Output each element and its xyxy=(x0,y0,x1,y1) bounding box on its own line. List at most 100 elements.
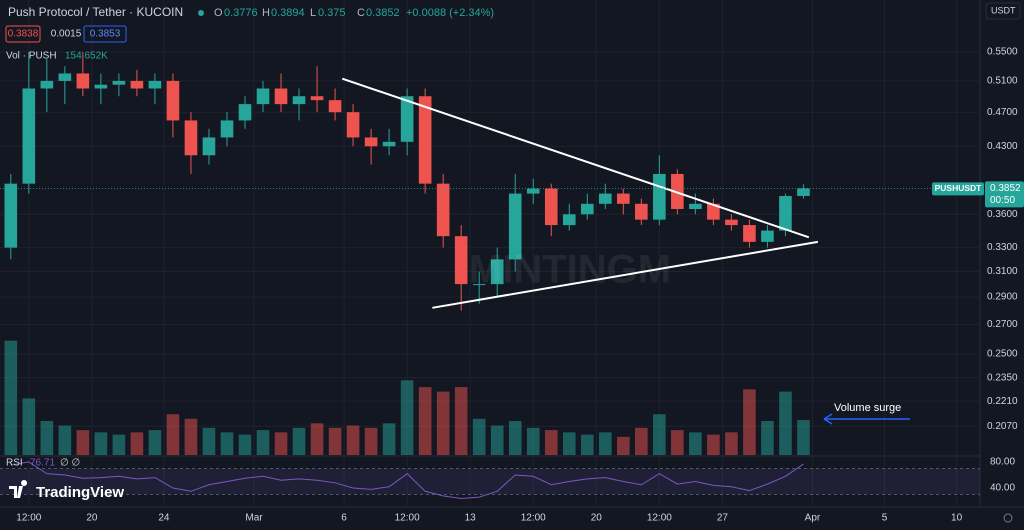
candle-body xyxy=(238,104,252,121)
volume-bar xyxy=(202,427,216,455)
candle-body xyxy=(40,80,54,89)
ohlc-letter: H xyxy=(262,7,270,19)
volume-bar xyxy=(166,414,180,455)
logo: TradingView xyxy=(9,480,124,501)
candle-body xyxy=(707,203,720,220)
rsi-line xyxy=(10,461,804,499)
ask-box[interactable] xyxy=(83,25,127,43)
candle-body xyxy=(184,120,198,156)
bid-box[interactable] xyxy=(5,25,41,43)
volume-bar xyxy=(328,427,342,455)
candle-body xyxy=(112,80,126,85)
candle-body xyxy=(418,96,432,184)
candle-body xyxy=(202,137,216,156)
candle-body xyxy=(472,284,486,286)
volume-bar xyxy=(598,432,612,455)
volume-title: Vol · PUSH xyxy=(6,51,57,62)
volume-bar xyxy=(112,434,126,455)
y-tick-label: 0.2500 xyxy=(987,349,1018,360)
countdown: 00:50 xyxy=(990,195,1015,206)
candle-body xyxy=(526,188,540,194)
volume-bar xyxy=(292,427,306,455)
ohlc-letter: O xyxy=(214,7,223,19)
volume-bar xyxy=(653,414,666,455)
candle-body xyxy=(292,96,306,105)
x-tick-label: 5 xyxy=(882,513,888,524)
price-badge xyxy=(985,181,1024,208)
volume-bar xyxy=(490,425,504,455)
x-tick-label: 12:00 xyxy=(647,513,672,524)
x-tick-label: Mar xyxy=(245,513,263,524)
candle-body xyxy=(761,230,774,242)
symbol-badge xyxy=(932,182,984,196)
volume-bar xyxy=(184,418,198,455)
volume-bar xyxy=(472,418,486,455)
volume-bar xyxy=(130,432,144,455)
x-tick-label: 10 xyxy=(951,513,963,524)
rsi-extra: ∅ ∅ xyxy=(60,458,80,469)
chart-title: Push Protocol / Tether · KUCOIN xyxy=(8,5,183,19)
spread: 0.0015 xyxy=(51,29,82,40)
volume-bar xyxy=(400,380,414,455)
price-label: 0.3852 xyxy=(990,183,1021,194)
volume-bar xyxy=(22,398,36,455)
volume-bar xyxy=(346,425,360,455)
candle-body xyxy=(346,112,360,138)
volume-bar xyxy=(454,387,468,455)
trendline xyxy=(341,77,810,239)
volume-bar xyxy=(418,387,432,455)
candle-body xyxy=(94,84,108,89)
candle-body xyxy=(779,196,792,231)
volume-bar xyxy=(94,432,108,455)
y-tick-label: 0.4700 xyxy=(987,107,1018,118)
candle-body xyxy=(653,173,666,220)
ohlc-value: 0.3852 xyxy=(366,7,400,19)
volume-bar xyxy=(274,432,288,455)
volume-value: 154.652K xyxy=(65,51,108,62)
volume-bar xyxy=(617,436,630,455)
annotation-arrowhead xyxy=(823,413,833,425)
volume-bar xyxy=(220,432,234,455)
rsi-title: RSI xyxy=(6,458,23,469)
volume-bar xyxy=(238,434,252,455)
candle-body xyxy=(310,96,324,101)
candle-body xyxy=(508,193,522,260)
candle-body xyxy=(166,80,180,121)
logo-text: TradingView xyxy=(36,484,124,501)
y-tick-label: 0.3100 xyxy=(987,266,1018,277)
rsi-tick-label: 80.00 xyxy=(990,457,1015,468)
status-dot xyxy=(198,10,204,16)
volume-bar xyxy=(364,427,378,455)
volume-bar xyxy=(725,432,738,455)
ohlc-letter: L xyxy=(310,7,316,19)
volume-bar xyxy=(797,419,810,455)
ohlc-letter: C xyxy=(357,7,365,19)
settings-icon[interactable] xyxy=(1003,513,1013,523)
x-tick-label: 20 xyxy=(591,513,603,524)
candle-body xyxy=(58,73,72,81)
volume-bar xyxy=(689,432,702,455)
y-tick-label: 0.3600 xyxy=(987,209,1018,220)
volume-bar xyxy=(761,421,774,455)
candle-body xyxy=(220,120,234,138)
candle-body xyxy=(617,193,630,204)
candle-body xyxy=(328,100,342,113)
candle-body xyxy=(148,80,162,89)
x-tick-label: 13 xyxy=(465,513,477,524)
y-tick-label: 0.2210 xyxy=(987,396,1018,407)
y-tick-label: 0.2900 xyxy=(987,292,1018,303)
candle-body xyxy=(671,173,684,210)
candle-body xyxy=(797,188,810,197)
volume-bar xyxy=(635,427,648,455)
candle-body xyxy=(598,193,612,204)
rsi-band xyxy=(0,468,980,495)
candle-body xyxy=(364,137,378,147)
x-tick-label: 12:00 xyxy=(395,513,420,524)
currency-button[interactable] xyxy=(985,2,1021,20)
volume-bar xyxy=(562,432,576,455)
volume-bar xyxy=(256,430,270,455)
y-tick-label: 0.5500 xyxy=(987,47,1018,58)
x-tick-label: 20 xyxy=(86,513,98,524)
candle-body xyxy=(382,141,396,147)
